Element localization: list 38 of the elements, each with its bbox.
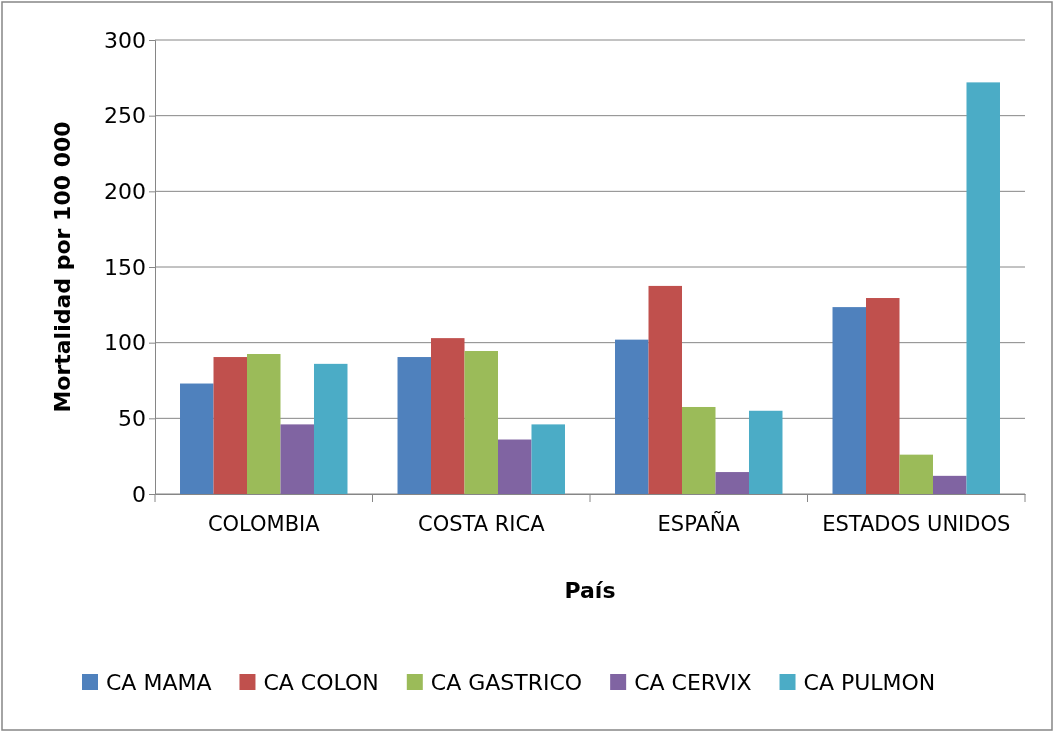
bar: [180, 383, 214, 494]
y-tick-label: 100: [104, 330, 146, 356]
bar: [213, 357, 247, 494]
legend-label: CA PULMON: [803, 670, 936, 695]
bar: [431, 338, 465, 494]
x-tick-label: ESPAÑA: [657, 509, 741, 536]
legend-label: CA CERVIX: [634, 670, 752, 695]
bar: [313, 363, 348, 494]
legend-label: CA GASTRICO: [430, 670, 583, 695]
x-tick-label: COSTA RICA: [417, 511, 546, 536]
bar: [498, 439, 532, 494]
bar: [247, 354, 281, 494]
bar: [682, 406, 716, 494]
bar: [280, 424, 314, 494]
bar: [748, 410, 783, 494]
bar: [715, 472, 749, 494]
y-tick-label: 50: [118, 405, 146, 431]
y-axis-title: Mortalidad por 100 000: [50, 121, 75, 413]
bar: [899, 454, 933, 494]
bar: [615, 339, 649, 494]
y-tick-label: 150: [104, 254, 146, 280]
bar: [531, 424, 565, 494]
bar: [464, 350, 498, 494]
bar: [933, 475, 967, 494]
x-axis-title: País: [564, 578, 616, 603]
bar: [966, 82, 1000, 494]
y-tick-label: 0: [132, 481, 146, 507]
y-tick-label: 200: [104, 178, 146, 204]
legend-label: CA MAMA: [106, 670, 212, 695]
bar: [397, 357, 432, 494]
x-tick-label: ESTADOS UNIDOS: [822, 511, 1011, 536]
y-tick-label: 300: [104, 27, 146, 53]
bar: [648, 285, 682, 494]
bar: [866, 298, 900, 494]
bar: [832, 307, 867, 494]
legend-label: CA COLON: [263, 670, 379, 695]
x-tick-label: COLOMBIA: [207, 511, 321, 536]
y-tick-label: 250: [104, 103, 146, 129]
